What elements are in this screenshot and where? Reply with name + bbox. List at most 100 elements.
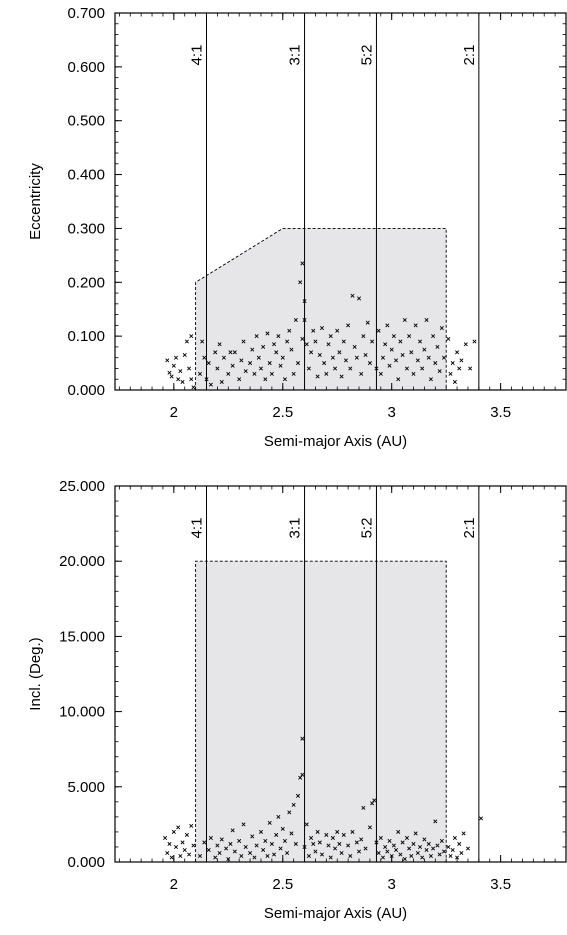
data-point — [411, 841, 416, 846]
y-tick-label: 25.000 — [59, 478, 105, 495]
data-point — [433, 361, 438, 366]
resonance-label: 3:1 — [287, 518, 304, 539]
data-point — [269, 841, 274, 846]
data-point — [465, 846, 470, 851]
data-point — [404, 835, 409, 840]
data-point — [350, 829, 355, 834]
data-point — [348, 366, 353, 371]
data-point — [306, 853, 311, 859]
data-point — [463, 342, 468, 347]
data-point — [237, 838, 242, 843]
data-point — [197, 371, 202, 376]
data-point — [304, 342, 309, 347]
data-point — [261, 344, 266, 349]
data-point — [433, 819, 438, 824]
data-point — [243, 844, 248, 849]
data-point — [461, 831, 466, 836]
data-point — [219, 837, 224, 842]
data-point — [409, 853, 414, 859]
data-point — [400, 352, 405, 358]
data-point — [272, 342, 277, 347]
data-point — [428, 853, 433, 859]
data-point — [341, 339, 346, 344]
data-point — [365, 320, 370, 325]
data-point — [346, 843, 351, 848]
data-point — [208, 382, 213, 387]
data-point — [311, 328, 316, 333]
data-point — [171, 829, 176, 834]
data-point — [298, 280, 303, 285]
data-point — [367, 825, 372, 830]
data-point — [278, 363, 283, 368]
data-point — [409, 350, 414, 355]
data-point — [219, 379, 224, 384]
data-point — [333, 366, 338, 371]
y-axis-title: Incl. (Deg.) — [27, 637, 44, 710]
data-point — [282, 377, 287, 382]
data-point — [254, 334, 259, 339]
data-point — [217, 850, 222, 855]
data-point — [411, 371, 416, 376]
data-point — [339, 850, 344, 855]
data-point — [250, 834, 255, 839]
data-point — [441, 849, 447, 854]
data-point — [226, 371, 231, 376]
y-tick-label: 0.000 — [67, 382, 105, 399]
data-point — [272, 852, 277, 857]
data-point — [389, 347, 394, 352]
plot-frame — [114, 485, 567, 863]
data-point — [315, 829, 320, 834]
data-point — [267, 820, 272, 825]
x-tick-label: 3 — [388, 876, 396, 893]
data-point — [415, 850, 420, 855]
data-point — [335, 328, 340, 333]
data-point — [424, 317, 429, 323]
data-point — [285, 339, 290, 344]
data-point — [348, 853, 353, 859]
data-point — [189, 377, 194, 382]
data-point — [291, 802, 296, 807]
data-point — [437, 369, 442, 374]
data-point — [394, 358, 399, 363]
data-point — [208, 835, 213, 840]
data-point — [418, 339, 423, 344]
data-point — [202, 355, 207, 360]
data-point — [418, 844, 423, 849]
data-point — [176, 377, 181, 382]
data-point — [180, 379, 185, 384]
data-point — [213, 350, 218, 355]
resonance-label: 5:2 — [358, 518, 375, 539]
data-point — [446, 336, 451, 341]
data-point — [302, 299, 307, 304]
data-point — [258, 829, 263, 834]
x-tick-label: 3.5 — [490, 404, 511, 421]
data-point — [398, 339, 403, 344]
data-point — [361, 805, 366, 810]
data-point — [472, 339, 477, 344]
data-point — [359, 371, 364, 376]
data-point — [435, 843, 440, 848]
data-point — [230, 363, 235, 368]
data-point — [398, 852, 403, 857]
data-point — [374, 840, 379, 845]
data-point — [402, 317, 407, 323]
y-tick-label: 0.600 — [67, 59, 105, 76]
data-point — [278, 846, 283, 851]
data-point — [376, 328, 381, 333]
data-point — [439, 326, 444, 331]
resonance-label: 4:1 — [189, 45, 206, 66]
data-point — [326, 342, 331, 347]
data-point — [228, 350, 233, 355]
data-point — [206, 361, 211, 366]
data-point — [311, 841, 316, 846]
x-tick-label: 2 — [170, 404, 178, 421]
data-point — [289, 347, 294, 352]
data-point — [187, 366, 192, 371]
data-point — [287, 810, 292, 815]
data-point — [232, 849, 237, 854]
resonance-label: 2:1 — [461, 518, 478, 539]
x-tick-label: 2.5 — [272, 404, 293, 421]
y-tick-label: 5.000 — [67, 779, 105, 796]
data-point — [248, 850, 253, 855]
data-point — [191, 385, 196, 390]
